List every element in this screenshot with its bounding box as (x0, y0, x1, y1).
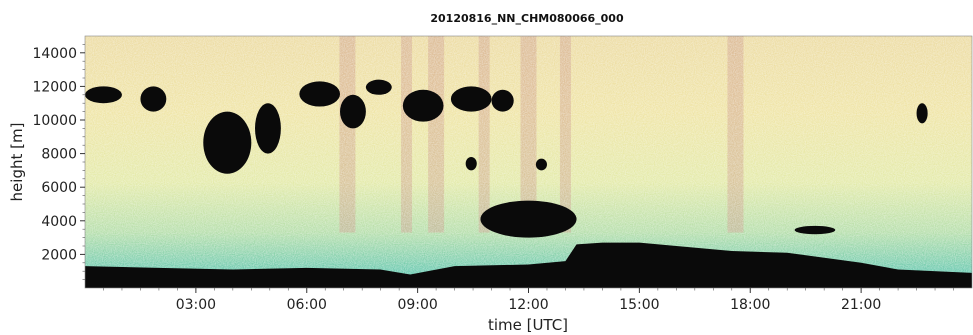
y-tick-label: 6000 (41, 180, 77, 196)
cloud-blob (535, 158, 547, 171)
boundary-layer (85, 242, 972, 288)
cloud-blob (402, 89, 444, 122)
y-axis-label: height [m] (8, 123, 26, 202)
y-tick-label: 14000 (32, 46, 77, 62)
cloud-blob (255, 103, 281, 154)
y-tick-label: 10000 (32, 113, 77, 129)
x-tick-label: 09:00 (397, 297, 437, 313)
cloud-blob (480, 200, 577, 238)
y-tick-label: 12000 (32, 79, 77, 95)
cloud-blob (203, 111, 252, 174)
cloud-blob (365, 79, 392, 95)
y-tick-label: 4000 (41, 214, 77, 230)
cloud-blob (491, 89, 514, 112)
x-tick-label: 06:00 (287, 297, 327, 313)
x-tick-label: 12:00 (508, 297, 548, 313)
cloud-blob (916, 103, 928, 124)
chart-title: 20120816_NN_CHM080066_000 (430, 12, 624, 25)
cloud-blob (340, 94, 366, 129)
x-axis-label: time [UTC] (488, 316, 568, 334)
cloud-blob (85, 86, 122, 104)
cloud-blob (299, 81, 341, 107)
y-tick-label: 8000 (41, 147, 77, 163)
x-tick-label: 15:00 (619, 297, 659, 313)
x-tick-label: 18:00 (730, 297, 770, 313)
cloud-blob (140, 86, 167, 112)
cloud-blob (450, 86, 492, 112)
x-tick-label: 03:00 (176, 297, 216, 313)
plot-area (85, 36, 972, 288)
y-tick-label: 2000 (41, 247, 77, 263)
x-axis: 03:00 06:00 09:00 12:00 15:00 18:00 21:00 (103, 288, 954, 313)
x-tick-label: 21:00 (841, 297, 881, 313)
cloud-blob (465, 156, 477, 171)
cloud-layer (85, 79, 928, 238)
cloud-blob (794, 225, 836, 235)
y-axis: 2000 4000 6000 8000 10000 12000 14000 (32, 44, 85, 280)
